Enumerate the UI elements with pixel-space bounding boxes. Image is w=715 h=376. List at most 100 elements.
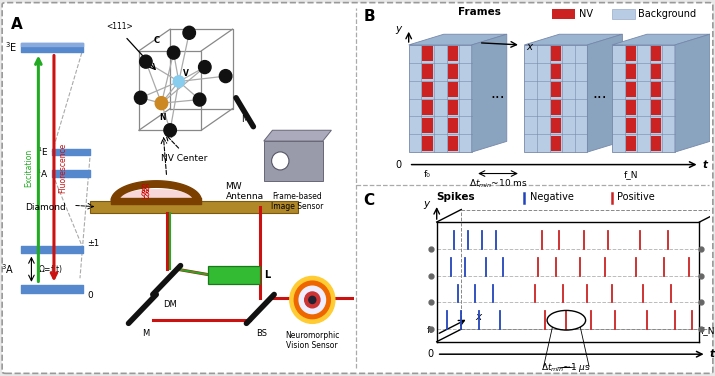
Text: 0: 0 (395, 159, 402, 170)
Text: t: t (703, 159, 708, 170)
Text: $^3$A: $^3$A (1, 262, 14, 276)
Bar (524, 45, 587, 152)
Text: ...: ... (490, 86, 506, 101)
Circle shape (193, 93, 206, 106)
Text: x: x (526, 42, 532, 52)
Circle shape (167, 46, 180, 59)
Bar (626, 118, 636, 133)
Text: BS: BS (257, 329, 267, 338)
Bar (651, 64, 661, 79)
Circle shape (173, 76, 184, 87)
Text: 0: 0 (427, 349, 433, 359)
Text: f_N: f_N (701, 326, 715, 335)
Text: N: N (159, 113, 165, 122)
Bar (551, 64, 561, 79)
Bar (612, 9, 635, 19)
Text: M: M (142, 329, 149, 338)
Circle shape (299, 286, 325, 314)
Bar (626, 136, 636, 151)
Text: DM: DM (163, 300, 177, 309)
Text: $\Omega$=f(t): $\Omega$=f(t) (39, 263, 64, 275)
Polygon shape (112, 181, 202, 201)
Text: §§: §§ (141, 189, 151, 199)
Text: t: t (710, 349, 715, 359)
Text: A: A (11, 17, 22, 32)
Text: x: x (475, 312, 481, 322)
Bar (626, 82, 636, 97)
Text: Excitation: Excitation (24, 149, 33, 187)
Text: Diamond: Diamond (25, 203, 66, 212)
Bar (448, 136, 458, 151)
Circle shape (139, 55, 152, 68)
Circle shape (220, 70, 232, 83)
Text: B: B (363, 9, 375, 24)
Bar (423, 64, 433, 79)
Bar (448, 82, 458, 97)
Bar (651, 46, 661, 61)
Bar (552, 9, 575, 19)
Text: $\Delta t_{min}$~1 $\mu$s: $\Delta t_{min}$~1 $\mu$s (541, 361, 591, 374)
Bar (551, 82, 561, 97)
Text: <111>: <111> (107, 22, 133, 31)
Text: L: L (264, 270, 270, 280)
Text: Positive: Positive (617, 192, 655, 202)
Bar (612, 45, 675, 152)
Text: §§: §§ (141, 183, 151, 193)
Text: $^1$E: $^1$E (37, 146, 49, 158)
Text: M: M (241, 115, 249, 124)
Text: y: y (395, 24, 402, 34)
Text: Frame-based
Image Sensor: Frame-based Image Sensor (270, 192, 323, 211)
Circle shape (134, 91, 147, 104)
Bar (651, 100, 661, 115)
Text: NV: NV (578, 9, 593, 19)
Bar (264, 141, 322, 181)
FancyBboxPatch shape (2, 3, 713, 373)
Text: Frames: Frames (458, 8, 500, 17)
Text: $\Delta t_{min}$~10 ms: $\Delta t_{min}$~10 ms (469, 177, 528, 190)
Text: f_N: f_N (623, 170, 638, 179)
Bar (626, 64, 636, 79)
Text: f₀: f₀ (426, 326, 433, 335)
Bar (651, 118, 661, 133)
Bar (651, 136, 661, 151)
Circle shape (199, 61, 211, 74)
Bar (423, 100, 433, 115)
Text: Negative: Negative (530, 192, 573, 202)
Bar (551, 136, 561, 151)
Text: $^3$E: $^3$E (5, 40, 18, 54)
Text: NV Center: NV Center (161, 154, 207, 163)
Text: f₀: f₀ (424, 170, 431, 179)
Bar (409, 45, 472, 152)
Text: Spikes: Spikes (437, 192, 475, 202)
Circle shape (305, 292, 320, 308)
Bar (423, 82, 433, 97)
Polygon shape (117, 190, 195, 201)
Bar (90, 201, 298, 213)
Text: Fluorescence: Fluorescence (58, 143, 67, 193)
Circle shape (164, 124, 177, 137)
Polygon shape (612, 34, 710, 45)
Bar (551, 46, 561, 61)
Text: ...: ... (592, 86, 607, 101)
Text: Background: Background (638, 9, 696, 19)
Text: $^1$A: $^1$A (36, 167, 49, 180)
Bar (551, 100, 561, 115)
Circle shape (295, 281, 330, 319)
Text: Neuromorphic
Vision Sensor: Neuromorphic Vision Sensor (285, 331, 340, 350)
Text: y: y (423, 199, 430, 209)
Circle shape (290, 276, 335, 323)
Bar (423, 136, 433, 151)
Text: 0: 0 (87, 291, 93, 300)
Text: C: C (363, 193, 374, 208)
Polygon shape (675, 34, 710, 152)
Bar (208, 265, 260, 284)
Polygon shape (587, 34, 622, 152)
Bar (448, 118, 458, 133)
Circle shape (272, 152, 289, 170)
Bar (626, 46, 636, 61)
Polygon shape (472, 34, 507, 152)
Circle shape (309, 296, 316, 303)
Text: MW
Antenna: MW Antenna (226, 182, 264, 201)
Circle shape (155, 97, 168, 110)
Polygon shape (264, 130, 331, 141)
